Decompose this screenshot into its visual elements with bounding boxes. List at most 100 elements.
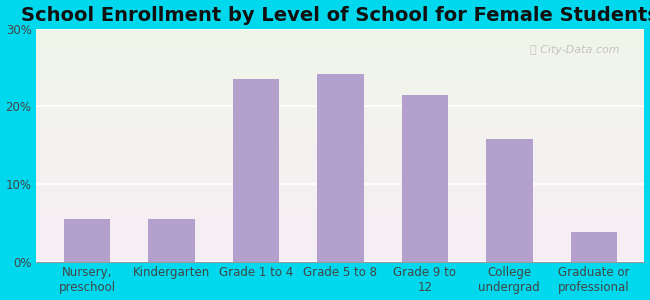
Bar	[36, 154, 644, 156]
Bar	[36, 115, 644, 116]
Bar	[36, 214, 644, 215]
Bar	[36, 215, 644, 216]
Bar	[36, 108, 644, 109]
Bar	[36, 163, 644, 164]
Bar	[36, 206, 644, 207]
Bar	[36, 258, 644, 259]
Bar	[36, 166, 644, 167]
Bar	[36, 171, 644, 172]
Bar	[36, 152, 644, 153]
Bar	[36, 141, 644, 142]
Bar	[36, 250, 644, 251]
Bar	[36, 99, 644, 100]
Bar	[36, 199, 644, 200]
Bar	[36, 43, 644, 44]
Bar	[36, 227, 644, 228]
Bar	[36, 57, 644, 58]
Bar	[36, 96, 644, 98]
Bar	[36, 109, 644, 110]
Bar	[36, 184, 644, 185]
Bar	[36, 181, 644, 182]
Bar	[36, 47, 644, 49]
Bar	[36, 128, 644, 129]
Bar	[36, 38, 644, 39]
Bar	[36, 239, 644, 241]
Bar	[36, 200, 644, 201]
Bar	[36, 193, 644, 194]
Bar	[36, 73, 644, 74]
Bar	[36, 158, 644, 159]
Bar	[36, 242, 644, 243]
Bar	[36, 61, 644, 63]
Bar	[36, 203, 644, 205]
Bar	[36, 257, 644, 258]
Bar	[36, 70, 644, 71]
Bar	[36, 255, 644, 256]
Bar	[36, 39, 644, 41]
Bar	[36, 160, 644, 161]
Title: School Enrollment by Level of School for Female Students: School Enrollment by Level of School for…	[21, 6, 650, 25]
Bar	[36, 87, 644, 88]
Bar	[36, 202, 644, 203]
Bar	[36, 46, 644, 47]
Bar	[36, 136, 644, 137]
Bar	[36, 98, 644, 99]
Bar	[36, 207, 644, 208]
Bar	[36, 131, 644, 132]
Bar	[36, 238, 644, 239]
Bar	[36, 180, 644, 181]
Bar	[36, 92, 644, 93]
Bar	[36, 71, 644, 72]
Bar	[36, 64, 644, 65]
Bar	[36, 156, 644, 157]
Bar	[36, 236, 644, 237]
Bar	[36, 221, 644, 222]
Bar	[36, 247, 644, 248]
Bar	[148, 219, 195, 262]
Bar	[36, 102, 644, 104]
Bar	[36, 34, 644, 35]
Bar	[36, 103, 644, 104]
Bar	[36, 164, 644, 165]
Bar	[36, 234, 644, 235]
Bar	[36, 228, 644, 229]
Bar	[36, 100, 644, 101]
Bar	[36, 212, 644, 213]
Bar	[36, 37, 644, 38]
Bar	[36, 101, 644, 102]
Bar	[36, 67, 644, 68]
Bar	[36, 60, 644, 62]
Bar	[36, 118, 644, 120]
Bar	[36, 89, 644, 91]
Bar	[36, 205, 644, 206]
Bar	[36, 229, 644, 230]
Bar	[36, 91, 644, 92]
Bar	[36, 176, 644, 177]
Bar	[36, 186, 644, 187]
Bar	[36, 49, 644, 50]
Bar	[36, 79, 644, 80]
Bar	[36, 138, 644, 140]
Bar	[36, 74, 644, 75]
Bar	[36, 124, 644, 125]
Bar	[36, 82, 644, 84]
Bar	[36, 42, 644, 43]
Bar	[36, 127, 644, 128]
Bar	[36, 53, 644, 55]
Bar	[36, 167, 644, 169]
Bar	[36, 65, 644, 66]
Bar	[36, 45, 644, 46]
Bar	[36, 68, 644, 70]
Bar	[36, 148, 644, 149]
Bar	[36, 151, 644, 152]
Bar	[36, 216, 644, 217]
Bar	[36, 208, 644, 209]
Bar	[36, 116, 644, 117]
Bar	[36, 230, 644, 231]
Bar	[36, 144, 644, 145]
Bar	[36, 123, 644, 124]
Bar	[36, 106, 644, 107]
Bar	[36, 135, 644, 136]
Bar	[36, 50, 644, 51]
Bar	[36, 149, 644, 150]
